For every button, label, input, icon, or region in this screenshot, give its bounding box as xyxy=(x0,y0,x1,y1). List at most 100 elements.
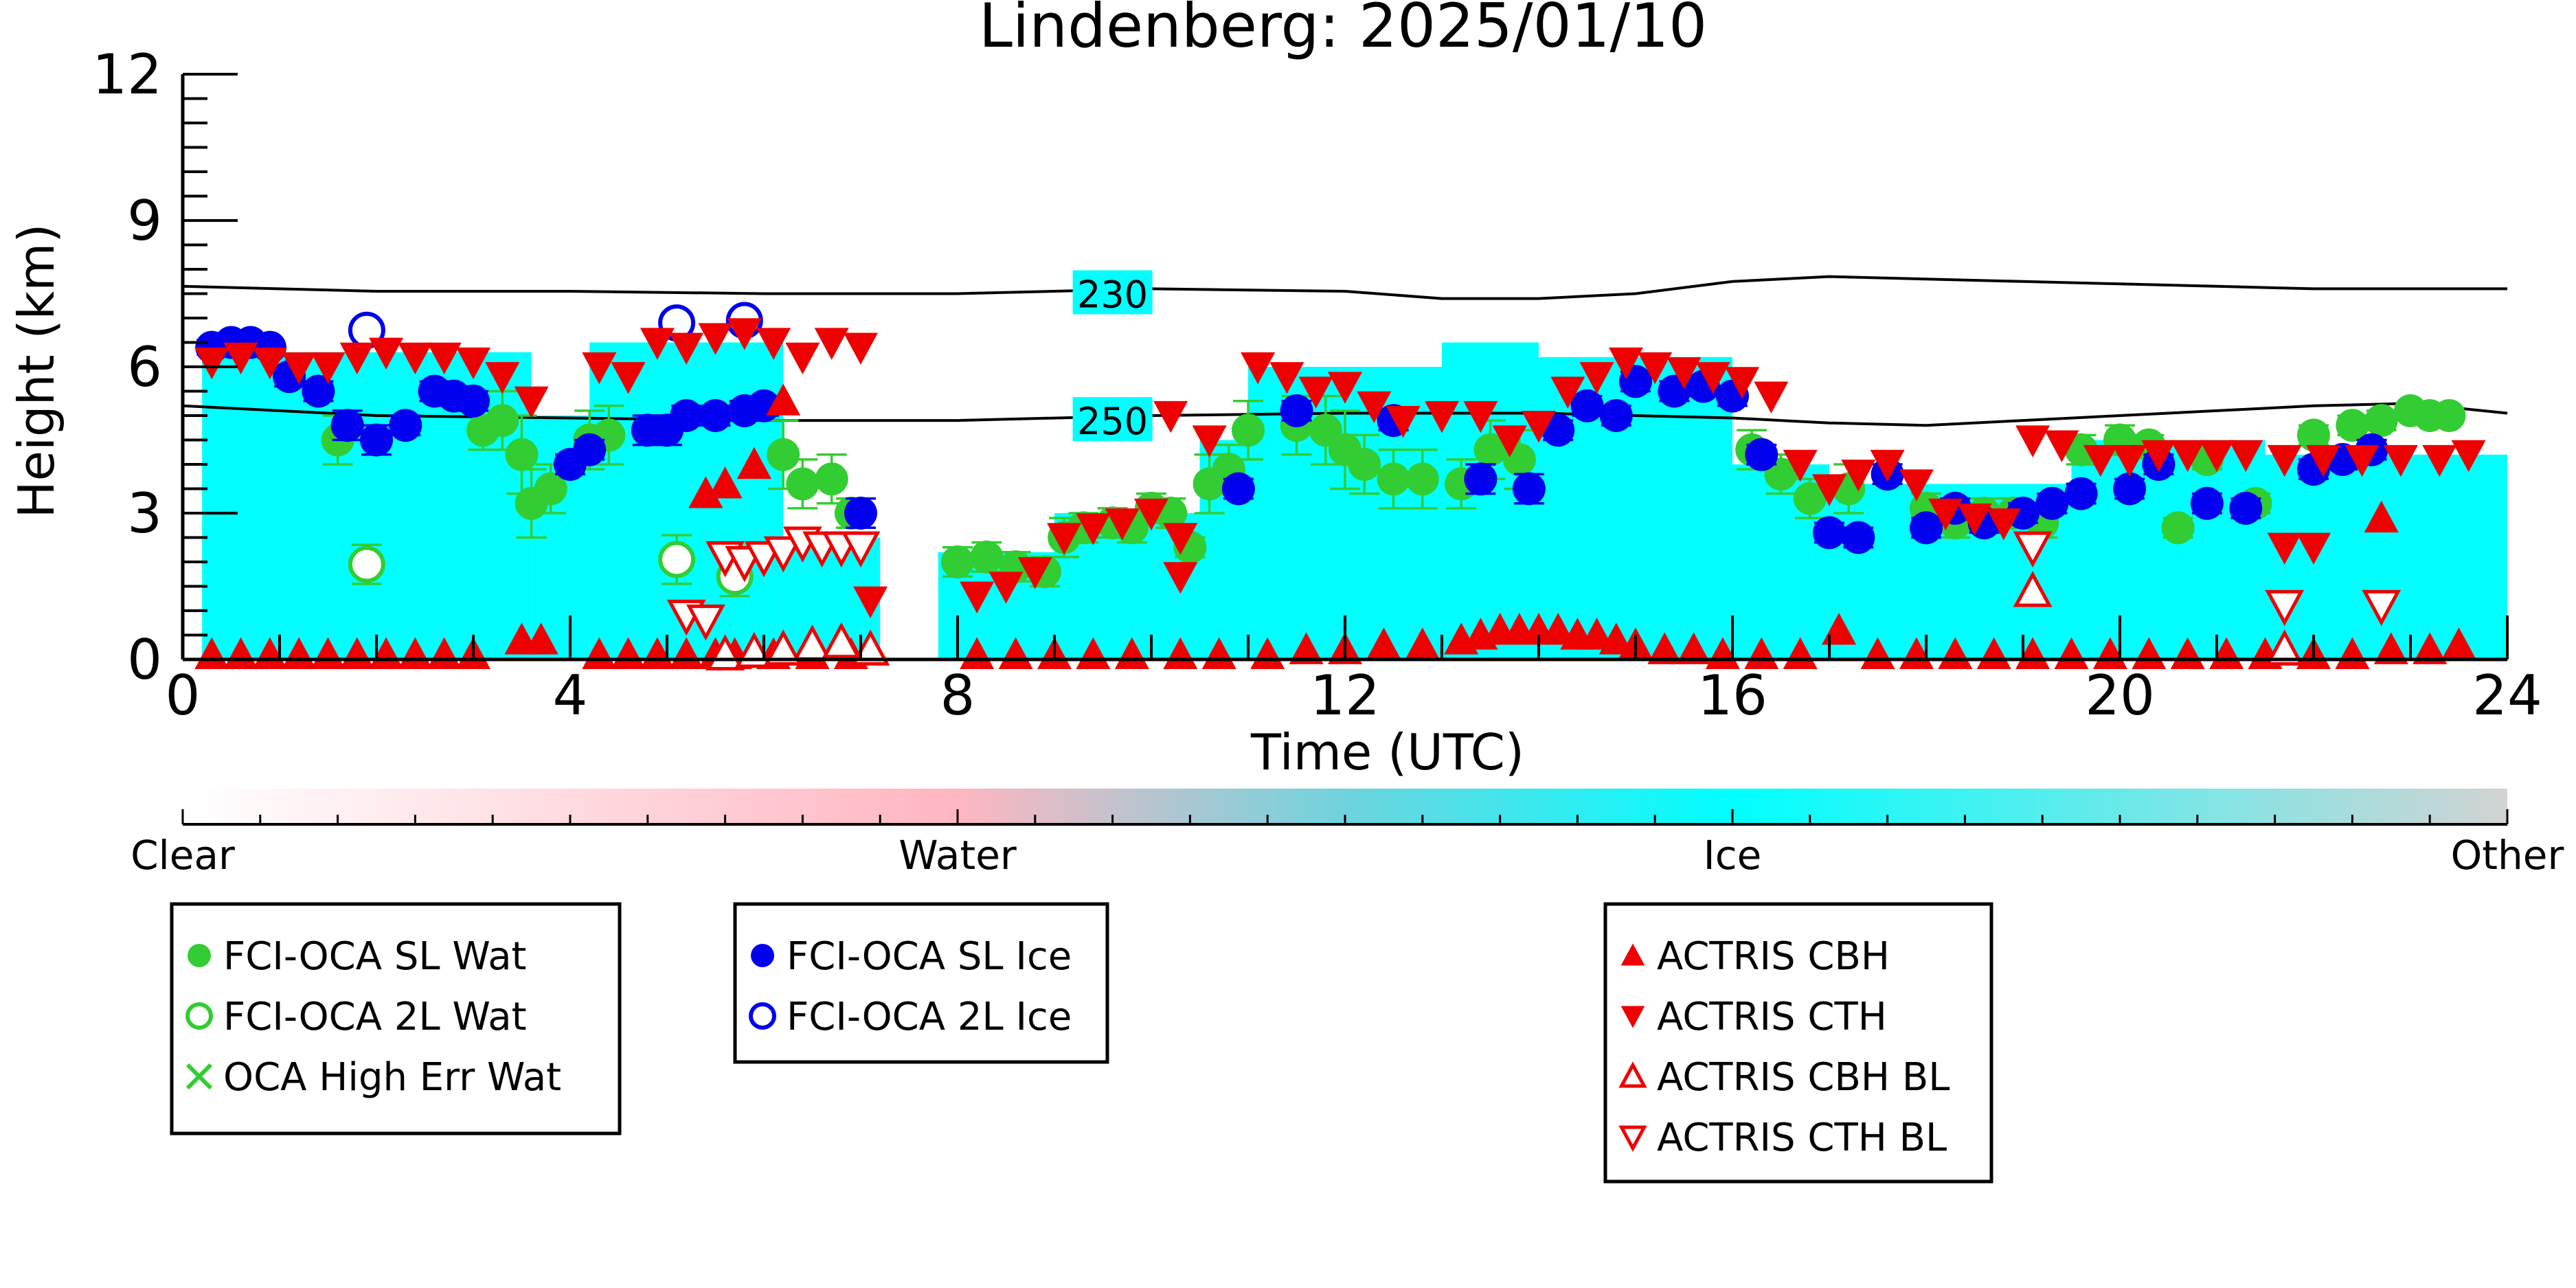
point xyxy=(457,384,490,418)
point xyxy=(1754,381,1789,414)
contour-label: 230 xyxy=(1077,273,1148,317)
point xyxy=(1232,414,1265,447)
point xyxy=(360,423,393,457)
point xyxy=(339,342,374,375)
point xyxy=(1163,562,1198,594)
point xyxy=(534,472,567,506)
phase-colorbar: Clear Water Ice Other xyxy=(131,789,2564,879)
point xyxy=(185,1002,213,1030)
point xyxy=(1598,622,1634,655)
point xyxy=(2170,440,2205,473)
point xyxy=(670,399,703,432)
point xyxy=(699,399,732,432)
point xyxy=(708,466,743,499)
point xyxy=(763,629,803,666)
y-tick-label: 0 xyxy=(127,628,162,692)
point xyxy=(1192,425,1227,457)
y-tick-label: 6 xyxy=(127,335,162,399)
point xyxy=(185,1063,213,1090)
point xyxy=(640,328,675,360)
point xyxy=(766,383,801,416)
point xyxy=(194,347,229,380)
legend-box-3: ACTRIS CBH ACTRIS CTH ACTRIS CBH BL ACTRIS … xyxy=(1603,902,1993,1184)
point xyxy=(188,944,211,967)
point xyxy=(1695,362,1730,394)
point xyxy=(1599,399,1633,432)
point xyxy=(582,352,617,385)
point xyxy=(1377,462,1410,496)
point xyxy=(1725,367,1760,399)
point xyxy=(941,545,974,578)
point xyxy=(2083,444,2118,477)
point xyxy=(2297,418,2330,452)
point xyxy=(1280,394,1313,427)
point xyxy=(2373,632,2408,664)
phase-curtain-block xyxy=(2265,454,2507,659)
point xyxy=(1667,357,1702,389)
point xyxy=(1424,400,1460,433)
point xyxy=(727,318,762,350)
legend-box-1: FCI-OCA SL Wat FCI-OCA 2L Wat OCA High Err… xyxy=(170,902,622,1136)
point xyxy=(756,328,791,360)
point xyxy=(1620,1006,1645,1028)
colorbar-label: Water xyxy=(899,832,1017,879)
point xyxy=(686,605,725,641)
point xyxy=(1842,521,1875,554)
point xyxy=(1492,425,1527,457)
point xyxy=(310,352,346,385)
point xyxy=(786,467,820,501)
series-actris-cth-bl xyxy=(666,526,2402,641)
point xyxy=(2007,497,2040,530)
point xyxy=(988,572,1024,604)
point xyxy=(2228,440,2263,473)
point xyxy=(2296,532,2331,565)
point xyxy=(2267,532,2302,565)
x-tick-label: 4 xyxy=(553,664,588,727)
point xyxy=(514,386,549,418)
point xyxy=(669,332,704,365)
point xyxy=(785,342,820,375)
point xyxy=(2064,477,2098,510)
point xyxy=(1348,448,1381,481)
colorbar-label: Other xyxy=(2451,832,2564,879)
y-axis-label: Height (km) xyxy=(8,224,65,519)
point xyxy=(2265,629,2305,666)
point xyxy=(1357,391,1392,424)
point xyxy=(2267,444,2302,477)
point xyxy=(1647,632,1682,664)
point xyxy=(1957,504,1992,536)
point xyxy=(2190,486,2224,520)
legends: FCI-OCA SL Wat FCI-OCA 2L Wat OCA High Err… xyxy=(170,902,1993,1184)
point xyxy=(1017,557,1052,589)
point xyxy=(1241,352,1276,385)
point xyxy=(1153,400,1188,433)
contour-label-bg xyxy=(1072,270,1153,315)
point xyxy=(2364,404,2398,438)
point xyxy=(282,352,317,385)
x-tick-label: 8 xyxy=(940,664,975,727)
point xyxy=(223,342,258,375)
x-tick-label: 16 xyxy=(1697,664,1767,727)
point xyxy=(2035,486,2069,520)
contour-label-bg xyxy=(1072,397,1153,442)
point xyxy=(767,438,800,471)
legend-frame xyxy=(733,902,1109,1064)
colorbar-label: Clear xyxy=(131,832,235,879)
point xyxy=(2364,500,2399,533)
point xyxy=(505,438,539,471)
point xyxy=(1386,406,1421,438)
point xyxy=(1745,438,1778,471)
legend-label: FCI-OCA 2L Wat xyxy=(223,995,527,1039)
point xyxy=(698,323,733,355)
x-tick-label: 12 xyxy=(1310,664,1380,727)
point xyxy=(1512,472,1546,506)
legend-label: OCA High Err Wat xyxy=(223,1055,561,1100)
point xyxy=(1570,389,1604,422)
point xyxy=(302,374,335,408)
point xyxy=(2161,511,2195,545)
legend-label: ACTRIS CBH xyxy=(1657,934,1890,979)
point xyxy=(1405,462,1439,496)
point xyxy=(1473,433,1507,466)
point xyxy=(763,536,803,573)
point xyxy=(348,545,385,583)
